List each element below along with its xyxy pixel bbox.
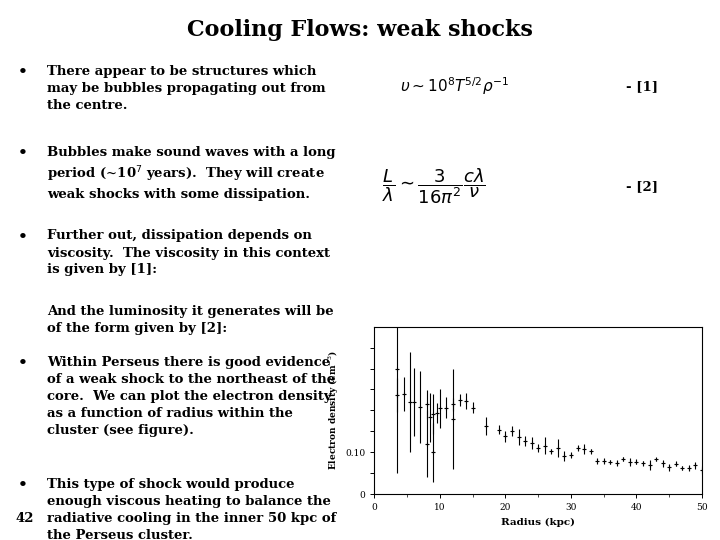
Text: - [1]: - [1]: [626, 80, 658, 93]
Text: Further out, dissipation depends on
viscosity.  The viscosity in this context
is: Further out, dissipation depends on visc…: [47, 230, 330, 276]
Text: Bubbles make sound waves with a long
period (~10$^7$ years).  They will create
w: Bubbles make sound waves with a long per…: [47, 146, 336, 201]
Text: $\dfrac{L}{\lambda} \sim \dfrac{3}{16\pi^2} \dfrac{c\lambda}{\nu}$: $\dfrac{L}{\lambda} \sim \dfrac{3}{16\pi…: [382, 166, 485, 206]
Text: - [2]: - [2]: [626, 180, 658, 193]
Text: •: •: [18, 356, 28, 370]
Text: Within Perseus there is good evidence
of a weak shock to the northeast of the
co: Within Perseus there is good evidence of…: [47, 356, 335, 437]
Text: •: •: [18, 65, 28, 79]
Text: Cooling Flows: weak shocks: Cooling Flows: weak shocks: [187, 19, 533, 41]
Text: This type of shock would produce
enough viscous heating to balance the
radiative: This type of shock would produce enough …: [47, 478, 336, 540]
Text: 42: 42: [16, 512, 35, 525]
Text: There appear to be structures which
may be bubbles propagating out from
the cent: There appear to be structures which may …: [47, 65, 325, 112]
Y-axis label: Electron density (cm$^{-3}$): Electron density (cm$^{-3}$): [327, 350, 341, 470]
Text: •: •: [18, 146, 28, 160]
Text: •: •: [18, 230, 28, 244]
X-axis label: Radius (kpc): Radius (kpc): [501, 518, 575, 527]
Text: And the luminosity it generates will be
of the form given by [2]:: And the luminosity it generates will be …: [47, 305, 333, 335]
Text: $\upsilon \sim 10^8 T^{5/2}\rho^{-1}$: $\upsilon \sim 10^8 T^{5/2}\rho^{-1}$: [400, 76, 509, 97]
Text: •: •: [18, 478, 28, 492]
